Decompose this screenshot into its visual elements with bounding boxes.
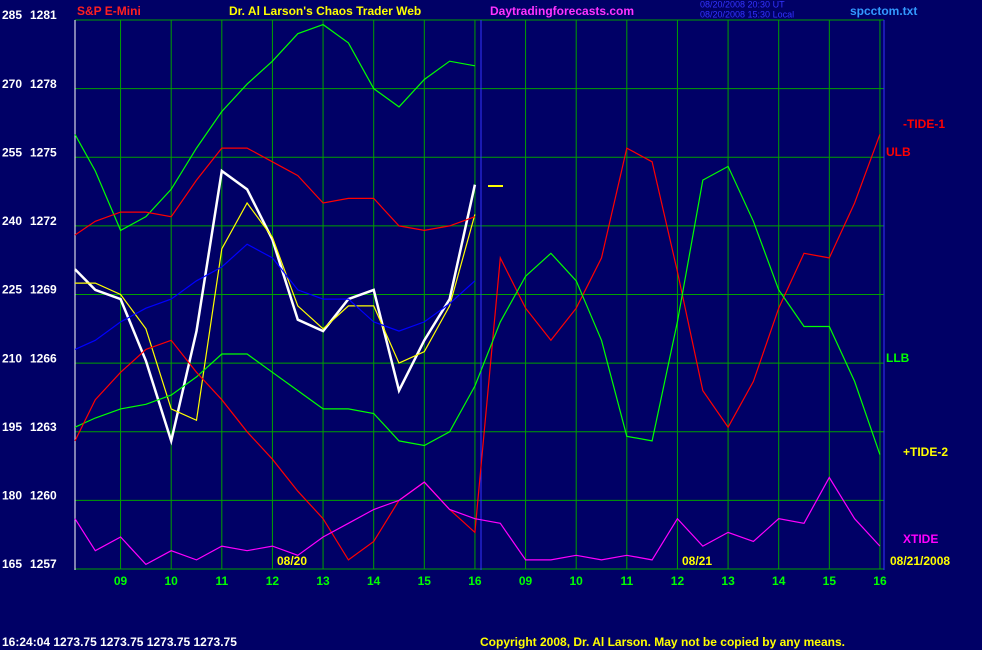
y-tick-label: 270 xyxy=(2,77,22,91)
y2-tick-label: 1263 xyxy=(30,420,57,434)
series-line xyxy=(74,23,476,232)
quote: 16:24:04 1273.75 1273.75 1273.75 1273.75 xyxy=(2,635,237,649)
y-tick-label: 225 xyxy=(2,283,22,297)
x-tick-label: 13 xyxy=(721,574,735,588)
series-group xyxy=(74,23,881,566)
symbol: S&P E-Mini xyxy=(77,4,141,18)
series-label: ULB xyxy=(886,145,911,159)
series-line xyxy=(474,165,881,455)
x-tick-label: 16 xyxy=(873,574,887,588)
series-line xyxy=(74,134,881,561)
site: Daytradingforecasts.com xyxy=(490,4,634,18)
series-label: -TIDE-1 xyxy=(903,117,945,131)
y2-tick-label: 1281 xyxy=(30,8,57,22)
y2-tick-label: 1260 xyxy=(30,489,57,503)
x-tick-label: 15 xyxy=(823,574,837,588)
y-tick-label: 165 xyxy=(2,557,22,571)
x-tick-label: 12 xyxy=(671,574,685,588)
x-tick-label: 09 xyxy=(114,574,128,588)
series-label: XTIDE xyxy=(903,532,938,546)
x-tick-label: 14 xyxy=(772,574,786,588)
time-ut: 08/20/2008 20:30 UT xyxy=(700,0,785,9)
x-tick-label: 15 xyxy=(418,574,432,588)
x-tick-label: 11 xyxy=(620,574,633,588)
day-label: 08/21 xyxy=(682,554,712,568)
series-line xyxy=(74,147,476,236)
series-line xyxy=(74,476,881,566)
series-line xyxy=(75,201,476,422)
x-tick-label: 10 xyxy=(570,574,584,588)
y2-tick-label: 1272 xyxy=(30,214,57,228)
x-tick-label: 12 xyxy=(266,574,280,588)
copyright: Copyright 2008, Dr. Al Larson. May not b… xyxy=(480,635,845,649)
x-tick-label: 13 xyxy=(316,574,330,588)
x-tick-label: 11 xyxy=(215,574,228,588)
day-label: 08/20 xyxy=(277,554,307,568)
series-line xyxy=(74,243,476,350)
x-tick-label: 16 xyxy=(468,574,482,588)
time-local: 08/20/2008 15:30 Local xyxy=(700,9,794,19)
y-tick-label: 195 xyxy=(2,420,22,434)
x-tick-label: 10 xyxy=(165,574,179,588)
end-date: 08/21/2008 xyxy=(890,554,950,568)
y2-tick-label: 1266 xyxy=(30,351,57,365)
file-name: spcctom.txt xyxy=(850,4,917,18)
series-label: +TIDE-2 xyxy=(903,445,948,459)
y2-tick-label: 1275 xyxy=(30,145,57,159)
y-tick-label: 180 xyxy=(2,489,22,503)
y-tick-label: 285 xyxy=(2,8,22,22)
y2-tick-label: 1269 xyxy=(30,283,57,297)
x-tick-label: 09 xyxy=(519,574,533,588)
y-tick-label: 255 xyxy=(2,145,22,159)
y-tick-label: 210 xyxy=(2,351,22,365)
series-line xyxy=(74,353,476,447)
x-tick-label: 14 xyxy=(367,574,381,588)
y2-tick-label: 1278 xyxy=(30,77,57,91)
series-label: LLB xyxy=(886,351,910,365)
y-tick-label: 240 xyxy=(2,214,22,228)
title: Dr. Al Larson's Chaos Trader Web xyxy=(229,4,421,18)
series-line xyxy=(74,168,477,446)
y2-tick-label: 1257 xyxy=(30,557,57,571)
